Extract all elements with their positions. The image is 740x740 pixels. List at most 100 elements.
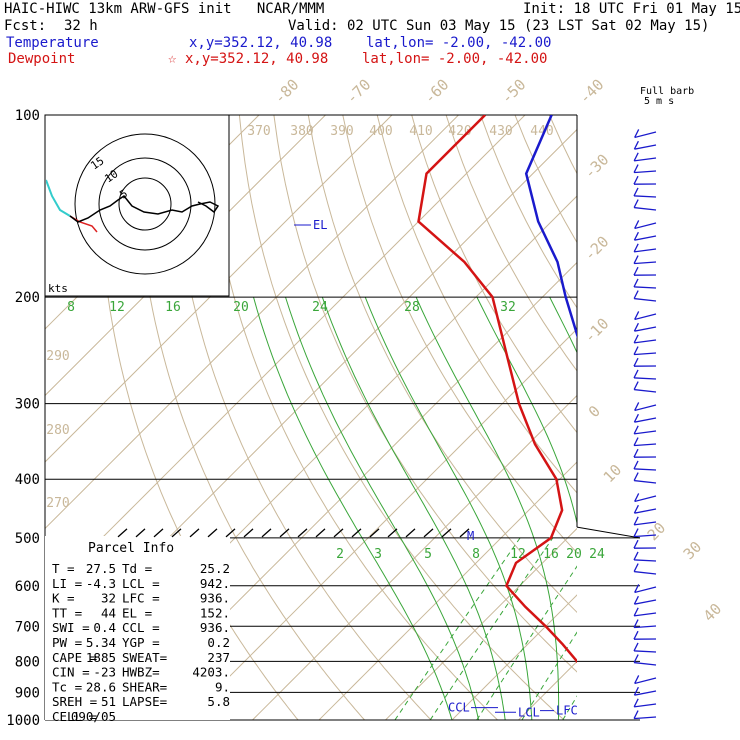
wind-barb bbox=[634, 352, 657, 356]
wind-barb bbox=[634, 339, 657, 344]
wind-barb-flag bbox=[633, 266, 639, 276]
pressure-tick-label: 200 bbox=[15, 290, 40, 306]
temperature-coords: x,y=352.12, 40.98 lat,lon= -2.00, -42.00 bbox=[189, 35, 552, 51]
isotherm-line bbox=[451, 594, 577, 720]
wind-barb bbox=[634, 599, 657, 605]
parcel-info-cell: YGP = bbox=[122, 635, 160, 650]
stability-hatch bbox=[225, 528, 236, 538]
wind-barb bbox=[634, 313, 657, 321]
dewpoint-marker: ☆ bbox=[168, 51, 177, 67]
parcel-info-cell: K = bbox=[52, 591, 75, 606]
parcel-info-cell: EL = bbox=[122, 605, 152, 620]
parcel-info-cell: Td = bbox=[122, 561, 152, 576]
stability-hatch bbox=[243, 528, 254, 538]
wind-barb bbox=[634, 170, 657, 174]
wind-barb-flag bbox=[634, 311, 640, 320]
theta-label: 290 bbox=[46, 349, 69, 364]
wind-barb-flag bbox=[633, 654, 639, 663]
parcel-info-cell: 090/05 bbox=[71, 709, 116, 724]
isotherm-line bbox=[652, 115, 740, 720]
wind-barb bbox=[634, 716, 657, 720]
isotherm-line bbox=[45, 115, 393, 463]
stability-hatch bbox=[279, 528, 290, 538]
wind-barb bbox=[633, 377, 657, 380]
mixing-ratio-line bbox=[636, 538, 740, 720]
wind-barb-flag bbox=[634, 402, 640, 411]
stability-hatch bbox=[261, 528, 272, 538]
parcel-info-cell: PW = bbox=[52, 635, 82, 650]
mixing-ratio-label: 32 bbox=[500, 300, 516, 315]
moist-adiabat-line bbox=[253, 296, 453, 720]
wind-barb-flag bbox=[633, 551, 639, 561]
mixing-ratio-label: 20 bbox=[233, 300, 249, 315]
level-label-lcl: LCL bbox=[518, 705, 540, 719]
isotherm-label: 30 bbox=[680, 538, 706, 564]
wind-barb bbox=[634, 443, 657, 447]
mixing-ratio-label: 28 bbox=[404, 300, 420, 315]
theta-label: 410 bbox=[409, 124, 432, 139]
dry-adiabat-line bbox=[376, 115, 577, 494]
dewpoint-trace bbox=[417, 115, 577, 664]
mixing-ratio-label: 16 bbox=[165, 300, 181, 315]
isotherm-label: -50 bbox=[498, 76, 530, 108]
wind-barb-flag bbox=[633, 164, 639, 173]
pressure-tick-label: 500 bbox=[15, 531, 40, 547]
parcel-info-cell: 28.6 bbox=[86, 679, 116, 694]
parcel-info-cell: 936. bbox=[200, 620, 230, 635]
dry-adiabat-line bbox=[307, 115, 577, 614]
fcst-value: 32 h bbox=[64, 18, 98, 34]
wind-barb bbox=[634, 430, 657, 435]
stability-hatch bbox=[459, 528, 470, 538]
isotherm-line bbox=[318, 461, 577, 720]
hodograph-ring bbox=[118, 177, 172, 231]
wind-barb-flag bbox=[633, 425, 639, 435]
stability-hatch bbox=[387, 528, 398, 538]
dry-adiabat-line bbox=[238, 115, 565, 720]
wind-barb-flag bbox=[634, 220, 640, 229]
mixing-ratio-label: 8 bbox=[472, 547, 480, 562]
valid-time: Valid: 02 UTC Sun 03 May 15 (23 LST Sat … bbox=[288, 18, 710, 34]
wind-barb bbox=[634, 479, 657, 484]
isotherm-label: 10 bbox=[600, 461, 626, 487]
model-title: HAIC-HIWC 13km ARW-GFS init NCAR/MMM bbox=[4, 1, 325, 17]
parcel-info-cell: 9. bbox=[215, 679, 230, 694]
parcel-info-cell: -4.3 bbox=[86, 576, 116, 591]
level-label-lfc: LFC bbox=[556, 704, 578, 718]
parcel-info-cell: SWEAT= bbox=[122, 650, 167, 665]
stability-hatch bbox=[189, 528, 200, 538]
mixing-ratio-label: 20 bbox=[566, 547, 582, 562]
wind-barb-flag bbox=[633, 460, 639, 470]
mixing-ratio-label: 12 bbox=[510, 547, 526, 562]
stability-hatch bbox=[405, 528, 416, 538]
parcel-info-cell: CAPE = bbox=[52, 650, 97, 665]
wind-barb-flag bbox=[633, 595, 639, 605]
wind-barb-flag bbox=[633, 334, 639, 344]
theta-label: 380 bbox=[290, 124, 313, 139]
isotherm-label: -30 bbox=[581, 151, 613, 183]
wind-barb bbox=[634, 261, 657, 265]
theta-label: 390 bbox=[330, 124, 353, 139]
wind-barb bbox=[634, 131, 657, 139]
parcel-info-cell: LFC = bbox=[122, 591, 160, 606]
parcel-info-cell: T = bbox=[52, 561, 75, 576]
hodograph-trace-low bbox=[46, 179, 71, 217]
isotherm-line bbox=[45, 115, 326, 397]
isotherm-label: -70 bbox=[343, 76, 375, 108]
theta-label: 430 bbox=[489, 124, 512, 139]
parcel-info-cell: 32 bbox=[101, 591, 116, 606]
stability-hatch bbox=[207, 528, 218, 538]
isotherm-line bbox=[718, 115, 740, 720]
fcst-label: Fcst: bbox=[4, 18, 47, 34]
mixing-ratio-label: 2 bbox=[336, 547, 344, 562]
mixing-ratio-label: 5 bbox=[424, 547, 432, 562]
pressure-tick-label: 300 bbox=[15, 397, 40, 413]
temperature-label: Temperature bbox=[6, 35, 99, 51]
pressure-tick-label: 800 bbox=[15, 654, 40, 670]
pressure-tick-label: 100 bbox=[15, 108, 40, 124]
parcel-info-cell: 5.34 bbox=[86, 635, 116, 650]
wind-barb bbox=[634, 222, 657, 230]
wind-barb-flag bbox=[633, 516, 639, 526]
wind-barb-flag bbox=[633, 322, 639, 332]
isotherm-label: 40 bbox=[700, 600, 726, 626]
